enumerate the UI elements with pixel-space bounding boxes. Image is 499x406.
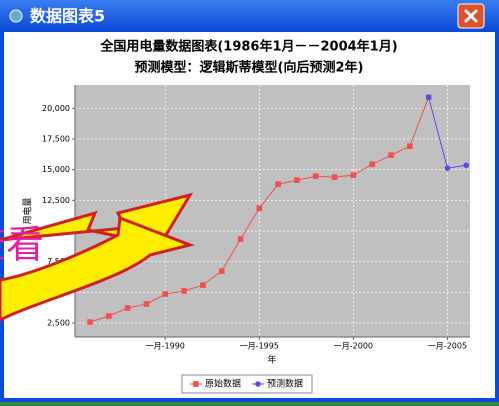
close-button[interactable]	[458, 4, 484, 28]
point	[369, 161, 375, 167]
point	[106, 313, 112, 319]
point	[275, 181, 281, 187]
x-tick-label: 一月-1995	[240, 342, 279, 351]
point	[219, 268, 225, 274]
y-tick-label: 20,000	[42, 104, 70, 113]
legend-label: 预测数据	[267, 378, 303, 390]
point	[257, 205, 263, 211]
window-icon	[10, 10, 22, 22]
point	[162, 291, 168, 297]
point	[407, 143, 413, 149]
point	[200, 282, 206, 288]
window-title: 数据图表5	[30, 7, 105, 26]
point	[181, 288, 187, 294]
point	[125, 305, 131, 311]
y-tick-label: 17,500	[42, 134, 70, 143]
x-tick-label: 一月-2005	[428, 342, 467, 351]
y-tick-label: 2,500	[47, 319, 70, 328]
legend-marker	[255, 381, 261, 387]
point	[87, 319, 93, 325]
point	[445, 165, 451, 171]
chart-title: 全国用电量数据图表(1986年1月－－2004年1月)	[99, 39, 397, 55]
y-axis-label: 用电量	[22, 197, 34, 224]
point	[351, 172, 357, 178]
y-tick-label: 15,000	[42, 165, 70, 174]
x-tick-label: 一月-1990	[146, 342, 185, 351]
y-tick-label: 12,500	[42, 196, 70, 205]
point	[294, 177, 300, 183]
legend-label: 原始数据	[205, 378, 241, 390]
point	[426, 94, 432, 100]
point	[313, 173, 319, 179]
point	[332, 174, 338, 180]
point	[144, 301, 150, 307]
window: 数据图表5 全国用电量数据图表(1986年1月－－2004年1月) 预测模型：逻…	[0, 0, 499, 402]
overlay-text: 查看	[0, 223, 44, 267]
x-axis-label: 年	[267, 354, 276, 366]
legend-marker	[193, 381, 199, 387]
x-tick-label: 一月-2000	[334, 342, 373, 351]
chart-subtitle: 预测模型：逻辑斯蒂模型(向后预测2年)	[135, 60, 364, 76]
point	[238, 236, 244, 242]
point	[463, 162, 469, 168]
point	[388, 152, 394, 158]
